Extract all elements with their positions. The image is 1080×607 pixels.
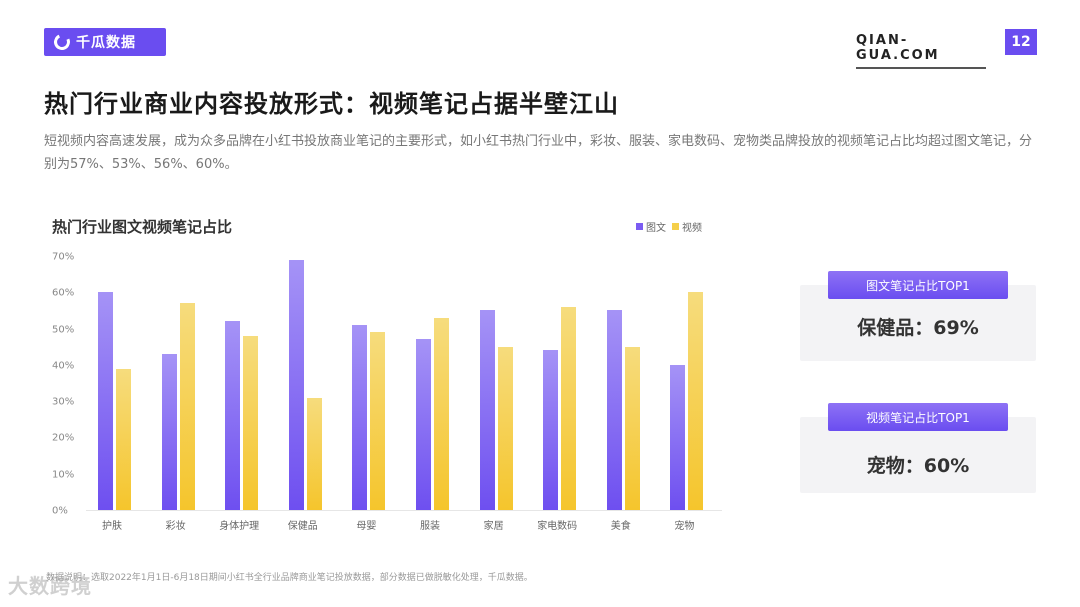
- watermark-logo: 大数跨境: [8, 574, 92, 598]
- card-graphic-top1-tag: 图文笔记占比TOP1: [828, 271, 1008, 299]
- bar-group: 服装: [404, 257, 468, 532]
- bar-video: [179, 303, 195, 510]
- page-description: 短视频内容高速发展，成为众多品牌在小红书投放商业笔记的主要形式，如小红书热门行业…: [44, 134, 1033, 172]
- bar-group: 家居: [468, 257, 532, 532]
- bar-graphic: [416, 339, 431, 510]
- bar-graphic: [288, 259, 304, 510]
- bar-graphic: [606, 310, 622, 510]
- legend-swatch-video: [672, 223, 679, 230]
- legend-swatch-graphic: [636, 223, 643, 230]
- x-tick-label: 宠物: [674, 521, 695, 532]
- bar-group: 保健品: [277, 257, 341, 532]
- legend-label-graphic: 图文: [646, 223, 666, 234]
- x-tick-label: 家居: [483, 521, 504, 532]
- bar-graphic: [352, 324, 368, 510]
- bar-video: [561, 306, 577, 510]
- y-tick-label: 0%: [52, 505, 68, 517]
- x-tick-label: 护肤: [102, 521, 122, 532]
- y-tick-label: 50%: [52, 324, 75, 336]
- bar-group: 美食: [595, 257, 659, 532]
- y-tick-label: 70%: [52, 251, 75, 263]
- bar-graphic: [543, 350, 559, 510]
- logo-icon: [51, 31, 73, 53]
- x-tick-label: 服装: [420, 521, 440, 532]
- y-axis: 0% 10% 20% 30% 40% 50% 60% 70%: [52, 250, 82, 520]
- x-tick-label: 身体护理: [219, 521, 260, 532]
- data-footnote: 数据说明：选取2022年1月1日-6月18日期间小红书全行业品牌商业笔记投放数据…: [46, 573, 533, 583]
- site-url: QIAN-GUA.COM: [856, 33, 986, 69]
- y-tick-label: 60%: [52, 287, 75, 299]
- page-title: 热门行业商业内容投放形式：视频笔记占据半壁江山: [44, 90, 619, 118]
- y-tick-label: 10%: [52, 469, 75, 481]
- bar-video: [624, 346, 640, 510]
- qiangua-logo: 千瓜数据: [44, 28, 166, 56]
- x-tick-label: 保健品: [287, 521, 318, 532]
- bar-group: 护肤: [86, 257, 150, 532]
- bar-video: [688, 292, 704, 510]
- chart-legend: 图文 视频: [636, 219, 702, 234]
- page-number: 12: [1005, 29, 1037, 55]
- x-tick-label: 美食: [610, 521, 631, 532]
- bar-graphic: [479, 310, 495, 510]
- bar-group: 宠物: [658, 257, 722, 532]
- card-video-top1-value: 宠物：60%: [866, 455, 970, 477]
- bar-video: [116, 368, 131, 510]
- bar-video: [370, 332, 386, 510]
- x-tick-label: 母婴: [356, 521, 377, 532]
- chart-title: 热门行业图文视频笔记占比: [52, 218, 233, 236]
- card-graphic-top1-value: 保健品：69%: [857, 317, 979, 339]
- bar-graphic: [98, 292, 113, 510]
- bar-graphic: [225, 321, 241, 510]
- bar-video: [243, 335, 259, 510]
- legend-label-video: 视频: [682, 223, 702, 234]
- y-tick-label: 40%: [52, 360, 75, 372]
- bar-graphic: [670, 364, 686, 510]
- bar-video: [434, 317, 449, 510]
- bar-video: [497, 346, 513, 510]
- bar-group: 母婴: [340, 257, 404, 532]
- logo-text: 千瓜数据: [76, 35, 136, 51]
- bar-graphic: [161, 353, 177, 510]
- card-video-top1-tag: 视频笔记占比TOP1: [828, 403, 1008, 431]
- y-tick-label: 20%: [52, 432, 75, 444]
- x-tick-label: 家电数码: [537, 521, 578, 532]
- y-tick-label: 30%: [52, 396, 75, 408]
- bar-group: 彩妆: [150, 257, 214, 532]
- bar-group: 身体护理: [213, 257, 277, 532]
- x-tick-label: 彩妆: [165, 521, 186, 532]
- bar-chart-plot: 护肤 彩妆 身体护理 保健品 母婴 服装 家居 家电数码 美食 宠物: [86, 257, 722, 532]
- bar-group: 家电数码: [531, 257, 595, 532]
- bar-video: [306, 397, 322, 510]
